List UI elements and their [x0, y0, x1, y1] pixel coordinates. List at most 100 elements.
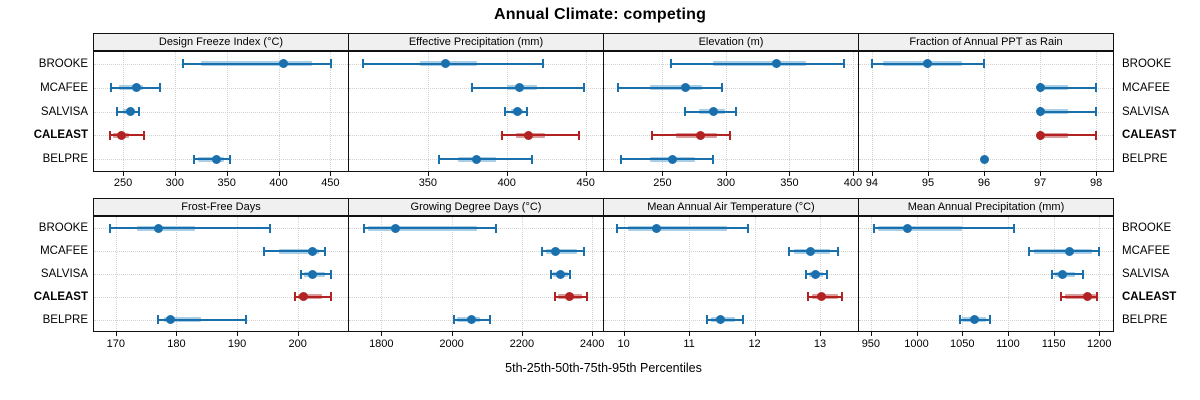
whisker-cap-5th — [651, 130, 654, 140]
whisker-5-95 — [1060, 295, 1098, 298]
station-label-left: BELPRE — [42, 313, 88, 326]
panel-strip: Effective Precipitation (mm) — [348, 33, 604, 51]
x-tick-label: 350 — [418, 177, 438, 189]
whisker-cap-5th — [263, 246, 266, 256]
station-label-right: CALEAST — [1122, 290, 1177, 303]
gridline-horizontal — [604, 274, 858, 275]
x-tick-label: 13 — [813, 338, 827, 350]
whisker-5-95 — [617, 227, 748, 230]
x-tick-label: 1050 — [949, 338, 975, 350]
x-tick-mark — [585, 172, 587, 176]
panel-strip: Elevation (m) — [603, 33, 859, 51]
whisker-cap-5th — [293, 292, 296, 302]
median-dot — [555, 269, 565, 279]
median-dot — [902, 223, 912, 233]
whisker-5-95 — [873, 227, 1015, 230]
station-label-left: BELPRE — [42, 153, 88, 166]
x-tick-label: 190 — [227, 338, 247, 350]
x-tick-mark — [623, 332, 625, 336]
whisker-cap-95th — [735, 107, 738, 116]
whisker-cap-95th — [330, 292, 333, 302]
whisker-5-95 — [502, 134, 580, 137]
x-tick-mark — [451, 332, 453, 336]
x-tick-label: 2200 — [509, 338, 535, 350]
median-dot — [1082, 292, 1092, 302]
station-label-left: CALEAST — [33, 129, 88, 142]
whisker-cap-5th — [550, 269, 552, 279]
whisker-cap-95th — [988, 315, 991, 325]
whisker-cap-5th — [806, 292, 809, 302]
station-label-right: BROOKE — [1122, 57, 1172, 70]
x-tick-label: 300 — [716, 177, 736, 189]
whisker-cap-5th — [192, 154, 195, 164]
x-tick-mark — [916, 332, 918, 336]
gridline-horizontal — [859, 111, 1113, 113]
x-tick-label: 98 — [1090, 177, 1103, 189]
gridline-horizontal — [859, 274, 1113, 275]
whisker-cap-95th — [843, 59, 846, 69]
whisker-cap-95th — [228, 154, 231, 164]
panel-plot — [603, 216, 859, 332]
median-dot — [132, 83, 141, 93]
median-dot — [805, 246, 815, 256]
panel-strip: Mean Annual Air Temperature (°C) — [603, 198, 859, 216]
whisker-5-95 — [1051, 273, 1083, 275]
median-dot — [1058, 269, 1068, 279]
gridline-horizontal — [859, 87, 1113, 89]
whisker-cap-5th — [670, 59, 673, 69]
panel-title: Frost-Free Days — [181, 201, 261, 213]
whisker-5-95 — [183, 62, 332, 65]
median-dot — [680, 83, 690, 93]
station-label-right: MCAFEE — [1122, 81, 1170, 94]
x-tick-mark — [1007, 332, 1009, 336]
station-label-left: MCAFEE — [40, 81, 88, 94]
x-tick-mark — [330, 172, 332, 176]
whisker-5-95 — [109, 227, 271, 230]
whisker-cap-95th — [542, 59, 545, 69]
whisker-cap-5th — [504, 107, 507, 116]
whisker-cap-95th — [330, 269, 333, 279]
gridline-horizontal — [604, 159, 858, 161]
x-tick-label: 350 — [217, 177, 236, 189]
whisker-cap-95th — [825, 269, 828, 279]
x-tick-label: 10 — [617, 338, 630, 350]
median-dot — [117, 130, 127, 140]
whisker-cap-5th — [157, 315, 160, 325]
x-tick-mark — [1099, 332, 1101, 336]
gridline-horizontal — [94, 251, 348, 253]
whisker-cap-5th — [616, 83, 619, 93]
gridline-horizontal — [859, 296, 1113, 298]
station-label-left: BROOKE — [38, 222, 88, 235]
x-tick-label: 1200 — [1087, 338, 1112, 350]
panel-plot — [858, 51, 1114, 172]
whisker-cap-5th — [706, 315, 709, 325]
median-dot — [564, 292, 574, 302]
whisker-cap-95th — [983, 59, 986, 69]
whisker-cap-95th — [142, 130, 145, 140]
panel-strip: Mean Annual Precipitation (mm) — [858, 198, 1114, 216]
x-tick-mark — [237, 332, 239, 336]
whisker-5-95 — [652, 134, 730, 137]
station-label-right: BROOKE — [1122, 222, 1172, 235]
median-dot — [1035, 107, 1045, 116]
x-tick-mark — [852, 172, 854, 176]
whisker-cap-95th — [747, 223, 750, 233]
median-dot — [716, 315, 726, 325]
whisker-cap-5th — [182, 59, 185, 69]
whisker-cap-95th — [1095, 83, 1098, 93]
x-tick-mark — [521, 332, 523, 336]
median-dot — [514, 83, 524, 93]
x-tick-mark — [871, 172, 873, 176]
panel-title: Mean Annual Air Temperature (°C) — [647, 201, 815, 213]
median-dot — [279, 59, 289, 69]
gridline-horizontal — [94, 87, 348, 89]
x-tick-mark — [870, 332, 872, 336]
x-tick-label: 96 — [977, 177, 991, 189]
whisker-cap-5th — [541, 246, 544, 256]
whisker-cap-5th — [115, 107, 118, 116]
whisker-cap-5th — [870, 59, 873, 69]
x-tick-mark — [592, 332, 594, 336]
x-tick-mark — [278, 172, 280, 176]
whisker-5-95 — [438, 158, 532, 161]
gridline-horizontal — [604, 87, 858, 89]
